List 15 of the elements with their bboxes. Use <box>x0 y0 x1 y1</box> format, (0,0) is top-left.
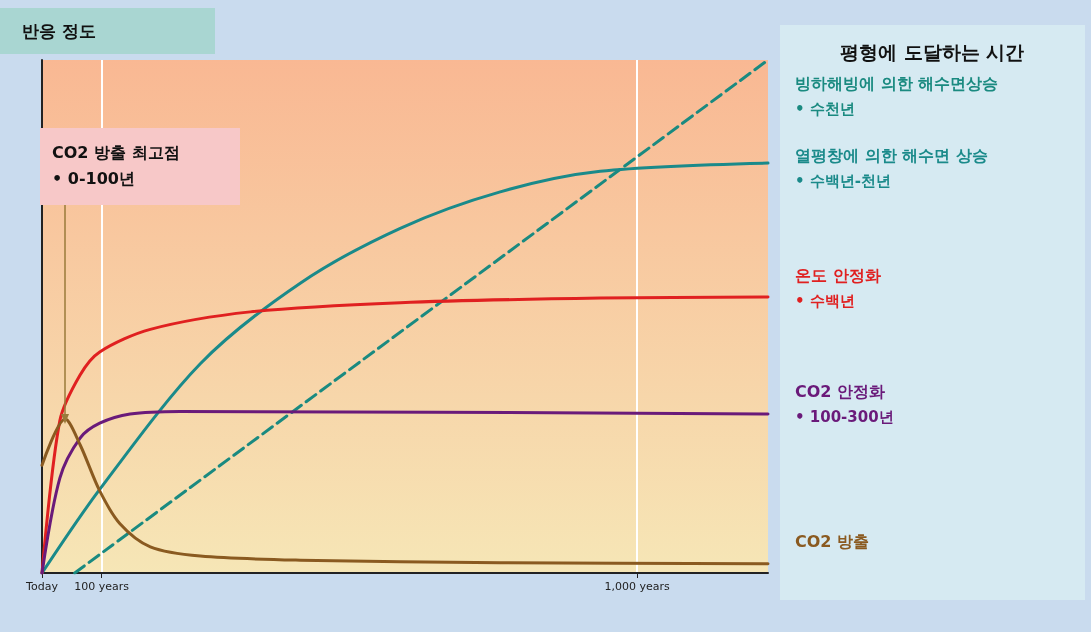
text: • 수백년 <box>795 291 855 310</box>
legend-title: 평형에 도달하는 시간 <box>839 40 1025 63</box>
series-label: 빙하해빙에 의한 해수면상승 <box>795 73 999 93</box>
series-label: CO2 방출 <box>795 532 870 552</box>
callout-box: CO2 방출 최고점 • 0-100년 <box>40 128 240 205</box>
text: • 100-300년 <box>795 408 894 427</box>
x-tick-label: 1,000 years <box>604 580 670 593</box>
series-label: 온도 안정화 <box>795 265 881 285</box>
series-label: 열평창에 의한 해수면 상승 <box>795 145 988 165</box>
x-tick-label: 100 years <box>74 580 130 593</box>
x-tick-label: Today <box>25 580 59 593</box>
text: • 수천년 <box>795 99 855 118</box>
text: • 수백년-천년 <box>795 171 892 190</box>
series-label: CO2 안정화 <box>795 382 886 402</box>
y-axis-title: 반응 정도 <box>22 20 96 41</box>
